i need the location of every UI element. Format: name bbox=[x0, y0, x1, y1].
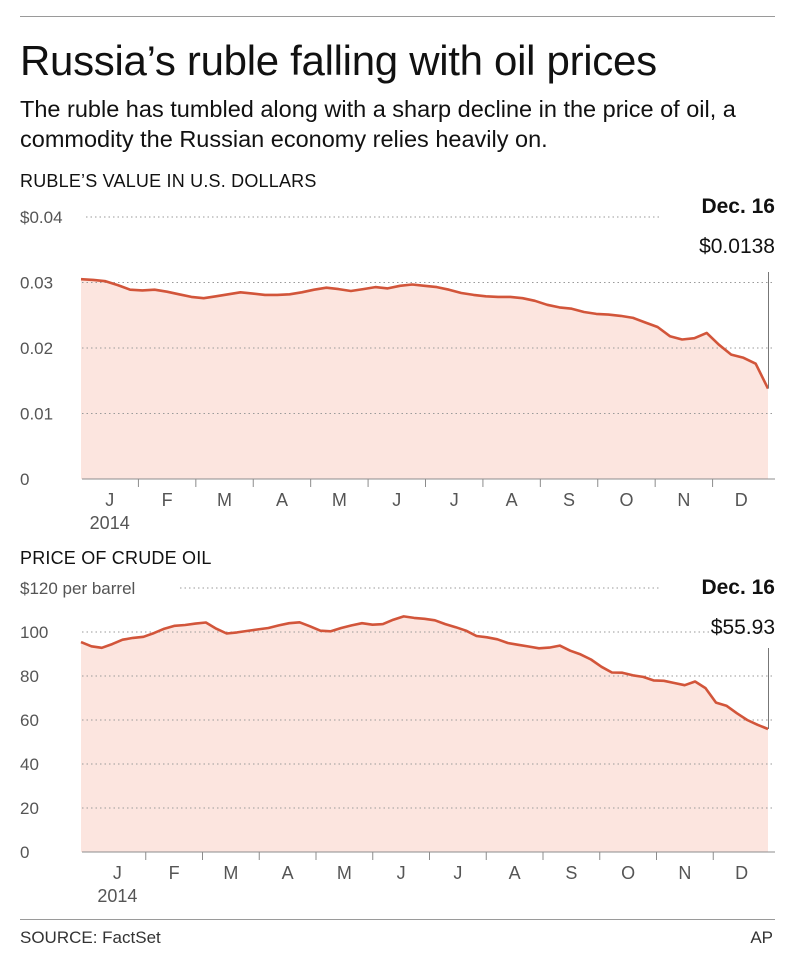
ruble-x-tick-label: M bbox=[217, 490, 232, 510]
ap-credit: AP bbox=[750, 928, 773, 947]
ruble-x-tick-label: O bbox=[619, 490, 633, 510]
oil-chart-title: PRICE OF CRUDE OIL bbox=[20, 548, 212, 568]
ruble-x-tick-label: D bbox=[735, 490, 748, 510]
ruble-x-tick-label: J bbox=[392, 490, 401, 510]
oil-x-tick-label: S bbox=[565, 863, 577, 883]
ruble-x-tick-label: A bbox=[506, 490, 518, 510]
bottom-rule bbox=[20, 919, 775, 920]
oil-x-tick-label: F bbox=[169, 863, 180, 883]
oil-data-line bbox=[80, 615, 769, 731]
oil-y-tick-label: 20 bbox=[20, 799, 39, 818]
ruble-data-line bbox=[80, 277, 770, 390]
ruble-year-label: 2014 bbox=[90, 513, 130, 533]
ruble-x-tick-label: S bbox=[563, 490, 575, 510]
ruble-y-tick-label: 0.02 bbox=[20, 339, 53, 358]
oil-x-tick-label: J bbox=[113, 863, 122, 883]
ruble-y-tick-label: 0.03 bbox=[20, 274, 53, 293]
ruble-x-tick-label: M bbox=[332, 490, 347, 510]
oil-x-tick-label: M bbox=[337, 863, 352, 883]
ruble-chart-title: RUBLE’S VALUE IN U.S. DOLLARS bbox=[20, 171, 317, 191]
ruble-x-tick-label: F bbox=[162, 490, 173, 510]
ruble-y-tick-label: 0 bbox=[20, 470, 29, 489]
source-note: SOURCE: FactSet bbox=[20, 928, 161, 947]
ruble-x-tick-label: N bbox=[677, 490, 690, 510]
oil-x-tick-label: J bbox=[397, 863, 406, 883]
oil-x-tick-label: N bbox=[678, 863, 691, 883]
oil-x-tick-label: A bbox=[509, 863, 521, 883]
headline: Russia’s ruble falling with oil prices bbox=[20, 37, 657, 84]
oil-x-tick-label: M bbox=[223, 863, 238, 883]
oil-y-tick-label: 40 bbox=[20, 755, 39, 774]
ruble-area-fill bbox=[81, 279, 768, 479]
oil-y-tick-label: 0 bbox=[20, 843, 29, 862]
ruble-x-tick-label: A bbox=[276, 490, 288, 510]
oil-year-label: 2014 bbox=[97, 886, 137, 906]
ruble-x-tick-label: J bbox=[105, 490, 114, 510]
ruble-x-tick-label: J bbox=[450, 490, 459, 510]
ruble-y-tick-label: 0.01 bbox=[20, 405, 53, 424]
oil-callout-date: Dec. 16 bbox=[701, 576, 775, 599]
oil-area-fill bbox=[81, 616, 768, 852]
oil-x-tick-label: J bbox=[453, 863, 462, 883]
oil-y-tick-label: 60 bbox=[20, 711, 39, 730]
oil-x-tick-label: D bbox=[735, 863, 748, 883]
ruble-callout-date: Dec. 16 bbox=[701, 195, 775, 218]
deck-text: The ruble has tumbled along with a sharp… bbox=[20, 96, 736, 152]
top-rule bbox=[20, 16, 775, 17]
oil-y-tick-label: $120 per barrel bbox=[20, 579, 135, 598]
ruble-callout-value: $0.0138 bbox=[699, 235, 775, 258]
ruble-chart: 0 0.01 0.02 0.03 $0.04 J F M A M J J A S O N D 2014 Dec. 1… bbox=[20, 195, 775, 533]
oil-x-tick-label: A bbox=[282, 863, 294, 883]
oil-y-tick-label: 80 bbox=[20, 667, 39, 686]
oil-callout-value: $55.93 bbox=[711, 616, 775, 639]
oil-y-tick-label: 100 bbox=[20, 623, 48, 642]
ruble-y-tick-label: $0.04 bbox=[20, 208, 63, 227]
oil-x-tick-label: O bbox=[621, 863, 635, 883]
oil-chart: 0 20 40 60 80 100 $120 per barrel J F M A M J J A S O N D 2… bbox=[20, 576, 775, 906]
